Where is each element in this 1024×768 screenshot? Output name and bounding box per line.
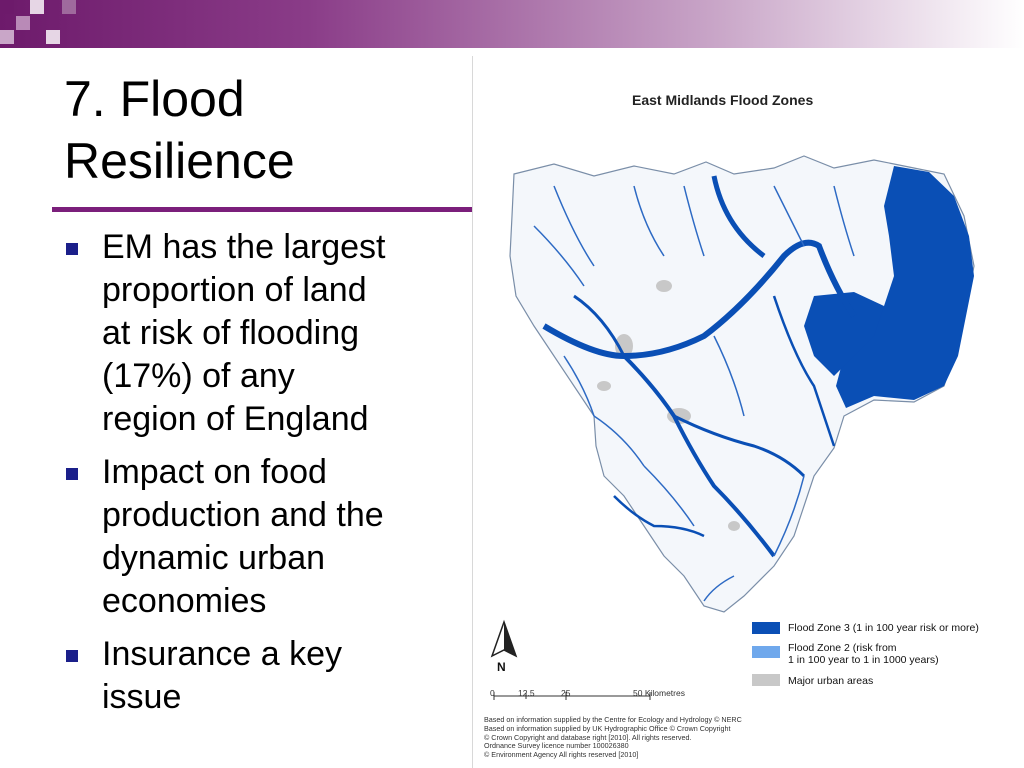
legend-text: Major urban areas [788,675,874,687]
river [622,354,776,558]
legend-text: 1 in 100 year to 1 in 1000 years) [788,654,939,666]
bullet-line: production and the [102,496,384,534]
river [542,239,857,360]
square-bullet-icon [66,243,78,255]
river [703,575,735,602]
legend-label-flood-zone-3: Flood Zone 3 (1 in 100 year risk or more… [788,622,979,634]
river [573,294,626,357]
bullet-line: at risk of flooding [102,314,360,352]
credit-line: Based on information supplied by UK Hydr… [484,723,731,733]
credit-line: © Crown Copyright and database right [20… [484,732,692,742]
square-bullet-icon [66,650,78,662]
bullet-item: EM has the largest proportion of land at… [64,226,464,441]
decorative-square [46,30,60,44]
credit-line: Ordnance Survey licence number 100026380 [484,741,629,751]
title-line: Resilience [64,133,295,189]
scale-tick-label: 12.5 [518,688,535,698]
river [673,414,806,478]
river [713,335,745,417]
legend-swatch-urban-areas [752,674,780,686]
credit-line: Based on information supplied by the Cen… [484,715,742,724]
legend-label-urban-areas: Major urban areas [788,675,873,687]
bullet-line: Impact on food [102,453,327,491]
decorative-square [16,16,30,30]
map-title: East Midlands Flood Zones [632,92,814,108]
scale-tick-label: 0 [490,688,495,698]
river [593,415,645,467]
river [711,175,766,258]
urban-area [656,280,672,292]
header-band [0,0,1024,48]
bullet-item: Impact on food production and the dynami… [64,451,464,623]
bullet-list: EM has the largest proportion of land at… [64,226,464,729]
legend-text: Flood Zone 3 (1 in 100 year risk or more… [788,622,979,634]
legend-swatch-flood-zone-2 [752,646,780,658]
river [772,295,836,447]
river [633,185,665,257]
square-bullet-icon [66,468,78,480]
fen-flood-zone [804,292,884,376]
river [563,355,595,417]
scale-tick-label: 25 [561,688,571,698]
river [553,185,595,267]
bullet-line: EM has the largest [102,228,386,266]
bullet-line: (17%) of any [102,357,295,395]
decorative-square [30,0,44,14]
bullet-line: Insurance a key [102,635,343,673]
bullet-line: region of England [102,400,369,438]
flood-zone-map [490,155,975,700]
bullet-line: proportion of land [102,271,367,309]
scale-tick-label: 50 Kilometres [633,688,685,698]
river [773,475,805,557]
river [683,185,705,257]
river [773,185,805,247]
title-line: 7. Flood [64,71,245,127]
bullet-line: dynamic urban [102,539,326,577]
legend-text: Flood Zone 2 (risk from [788,642,897,654]
bullet-line: economies [102,582,267,620]
river [613,495,705,538]
river [533,225,585,287]
urban-area [728,521,740,531]
panel-divider [472,56,473,768]
north-label: N [497,660,506,674]
river [833,185,855,257]
map-credits: Based on information supplied by the Cen… [484,715,784,760]
decorative-square [0,30,14,44]
legend-label-flood-zone-2: Flood Zone 2 (risk from 1 in 100 year to… [788,642,939,666]
legend-swatch-flood-zone-3 [752,622,780,634]
slide-title: 7. Flood Resilience [64,68,464,192]
urban-area [615,334,633,358]
credit-line: © Environment Agency All rights reserved… [484,750,639,760]
decorative-square [62,0,76,14]
urban-area [597,381,611,391]
bullet-item: Insurance a key issue [64,633,464,719]
river [643,465,695,527]
decorative-square [0,0,14,14]
bullet-line: issue [102,678,182,716]
scale-bar [493,692,651,700]
north-arrow-icon [490,619,518,658]
title-underline [52,207,472,212]
coastal-flood-zone [836,166,974,408]
